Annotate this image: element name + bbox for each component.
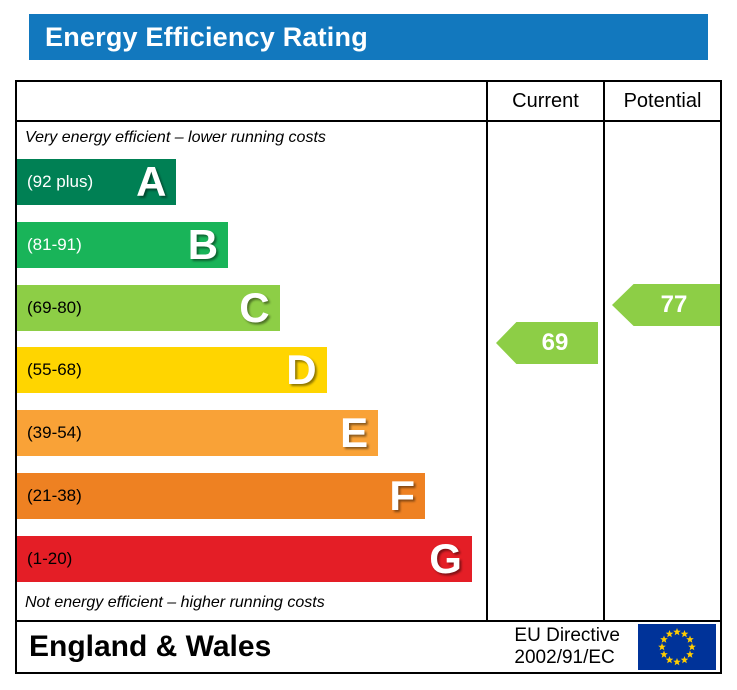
eu-directive-line2: 2002/91/EC bbox=[514, 647, 615, 668]
band-bar: (1-20) G bbox=[17, 534, 472, 582]
band-letter: E bbox=[340, 409, 369, 457]
band-bar: (39-54) E bbox=[17, 409, 379, 457]
band-bar: (81-91) B bbox=[17, 221, 229, 269]
band-bar: (92 plus) A bbox=[17, 158, 177, 206]
band-row: (39-54) E bbox=[17, 402, 486, 464]
band-row: (69-80) C bbox=[17, 277, 486, 339]
band-range-label: (39-54) bbox=[27, 423, 82, 443]
band-row: (81-91) B bbox=[17, 214, 486, 276]
current-rating-value: 69 bbox=[541, 329, 569, 356]
potential-column-header: Potential bbox=[603, 82, 720, 120]
potential-rating-value: 77 bbox=[660, 291, 688, 318]
header-spacer bbox=[17, 82, 486, 120]
title-bar: Energy Efficiency Rating bbox=[29, 14, 708, 60]
band-range-label: (92 plus) bbox=[27, 172, 94, 192]
band-bar: (21-38) F bbox=[17, 471, 426, 519]
bottom-note: Not energy efficient – higher running co… bbox=[25, 594, 325, 611]
table-body: Very energy efficient – lower running co… bbox=[17, 122, 720, 620]
band-bar: (69-80) C bbox=[17, 283, 280, 331]
epc-table: Current Potential Very energy efficient … bbox=[15, 80, 722, 674]
bands: (92 plus) A (81-91) B (69-80) C (55-68) … bbox=[17, 151, 486, 590]
region-label: England & Wales bbox=[29, 630, 272, 663]
band-letter: C bbox=[239, 283, 270, 331]
eu-flag-icon bbox=[638, 624, 716, 670]
band-letter: D bbox=[286, 346, 317, 394]
band-range-label: (81-91) bbox=[27, 235, 82, 255]
band-row: (21-38) F bbox=[17, 465, 486, 527]
band-letter: B bbox=[187, 221, 219, 269]
table-footer-row: England & Wales EU Directive 2002/91/EC bbox=[17, 620, 720, 672]
band-range-label: (55-68) bbox=[27, 360, 82, 380]
current-column-header: Current bbox=[486, 82, 603, 120]
potential-rating-column: 77 bbox=[603, 122, 720, 620]
band-bar: (55-68) D bbox=[17, 346, 327, 394]
band-range-label: (21-38) bbox=[27, 485, 82, 505]
table-header-row: Current Potential bbox=[17, 82, 720, 122]
page-title: Energy Efficiency Rating bbox=[45, 21, 368, 52]
current-rating-column: 69 bbox=[486, 122, 603, 620]
potential-rating-arrow: 77 bbox=[612, 284, 720, 326]
band-range-label: (69-80) bbox=[27, 297, 82, 317]
band-letter: A bbox=[136, 158, 167, 206]
band-letter: F bbox=[389, 471, 416, 519]
chart-area: Very energy efficient – lower running co… bbox=[17, 122, 486, 620]
band-row: (55-68) D bbox=[17, 339, 486, 401]
band-range-label: (1-20) bbox=[27, 548, 73, 568]
top-note: Very energy efficient – lower running co… bbox=[25, 129, 326, 146]
eu-directive-line1: EU Directive bbox=[514, 625, 620, 646]
current-rating-arrow: 69 bbox=[496, 322, 598, 364]
band-row: (92 plus) A bbox=[17, 151, 486, 213]
eu-directive-label: EU Directive 2002/91/EC bbox=[514, 625, 620, 669]
band-letter: G bbox=[429, 534, 462, 582]
band-row: (1-20) G bbox=[17, 528, 486, 590]
